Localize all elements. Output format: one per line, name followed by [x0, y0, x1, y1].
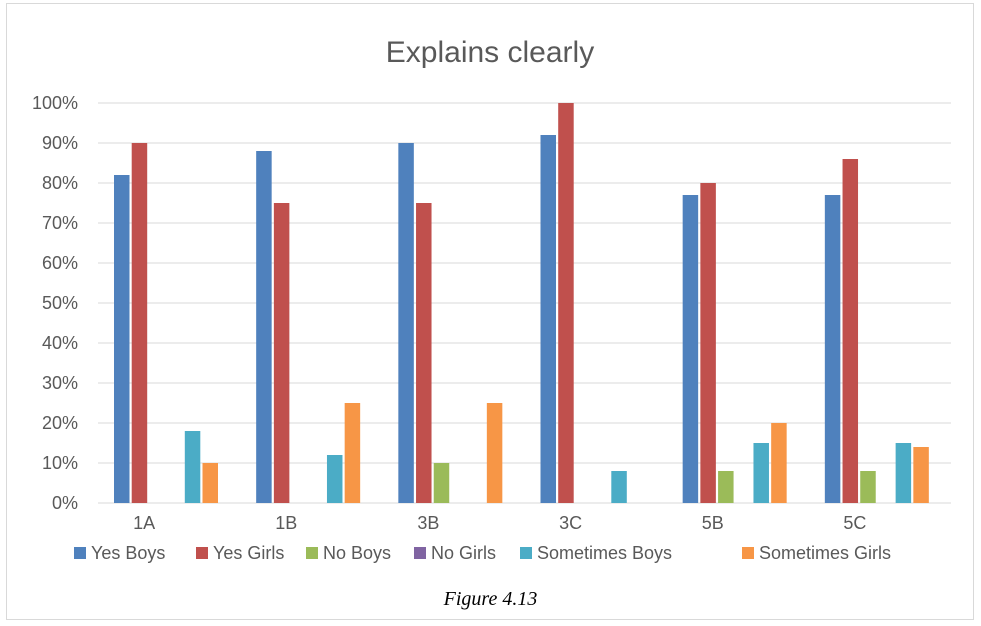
bars	[114, 103, 929, 503]
y-tick-label: 60%	[42, 253, 78, 273]
y-tick-label: 10%	[42, 453, 78, 473]
gridlines	[98, 102, 951, 504]
y-tick-label: 40%	[42, 333, 78, 353]
y-tick-label: 30%	[42, 373, 78, 393]
bar-yes-boys-5c	[824, 195, 841, 503]
y-tick-label: 80%	[42, 173, 78, 193]
legend-swatch	[306, 547, 318, 559]
y-axis-ticks: 0% 10% 20% 30% 40% 50% 60% 70% 80% 90% 100%	[32, 93, 78, 513]
bar-yes-boys-3c	[540, 135, 556, 503]
bar-sometimes-girls-3b	[486, 403, 503, 503]
legend-label: Sometimes Boys	[537, 543, 672, 563]
x-tick-label: 1B	[275, 513, 297, 533]
y-tick-label: 70%	[42, 213, 78, 233]
bar-yes-boys-1b	[256, 151, 272, 503]
bar-yes-boys-5b	[682, 195, 699, 503]
figure-caption: Figure 4.13	[443, 588, 538, 610]
legend-label: No Girls	[431, 543, 496, 563]
legend-swatch	[414, 547, 426, 559]
bar-sometimes-girls-5c	[913, 447, 929, 503]
bar-yes-boys-1a	[114, 175, 130, 503]
y-tick-label: 50%	[42, 293, 78, 313]
bar-sometimes-girls-1a	[202, 463, 218, 503]
bar-no-boys-3b	[433, 463, 450, 503]
x-tick-label: 5C	[843, 513, 866, 533]
bar-sometimes-girls-1b	[344, 403, 361, 503]
legend-swatch	[520, 547, 532, 559]
chart-frame	[6, 3, 974, 620]
bar-sometimes-girls-5b	[771, 423, 787, 503]
y-tick-label: 0%	[52, 493, 78, 513]
y-tick-label: 20%	[42, 413, 78, 433]
bar-yes-girls-3c	[558, 103, 574, 503]
legend-swatch	[742, 547, 754, 559]
x-tick-label: 5B	[702, 513, 724, 533]
bar-no-boys-5c	[860, 471, 876, 503]
x-tick-label: 3C	[559, 513, 582, 533]
bar-yes-girls-5b	[700, 183, 716, 503]
legend-label: Yes Girls	[213, 543, 284, 563]
bar-yes-boys-3b	[398, 143, 414, 503]
bar-sometimes-boys-1a	[184, 431, 201, 503]
legend-label: Yes Boys	[91, 543, 165, 563]
legend-swatch	[196, 547, 208, 559]
bar-yes-girls-1a	[131, 143, 148, 503]
x-tick-label: 3B	[417, 513, 439, 533]
chart-title: Explains clearly	[386, 36, 594, 69]
bar-sometimes-boys-5c	[895, 443, 912, 503]
bar-sometimes-boys-5b	[753, 443, 769, 503]
y-tick-label: 90%	[42, 133, 78, 153]
bar-no-boys-5b	[718, 471, 734, 503]
y-tick-label: 100%	[32, 93, 78, 113]
bar-sometimes-boys-1b	[326, 455, 343, 503]
bar-yes-girls-3b	[416, 203, 432, 503]
legend-swatch	[74, 547, 86, 559]
x-axis-ticks: 1A 1B 3B 3C 5B 5C	[133, 513, 866, 533]
legend: Yes Boys Yes Girls No Boys No Girls Sometime…	[74, 543, 891, 563]
legend-label: Sometimes Girls	[759, 543, 891, 563]
bar-sometimes-boys-3c	[611, 471, 627, 503]
bar-yes-girls-1b	[273, 203, 290, 503]
legend-label: No Boys	[323, 543, 391, 563]
bar-yes-girls-5c	[842, 159, 859, 503]
x-tick-label: 1A	[133, 513, 155, 533]
